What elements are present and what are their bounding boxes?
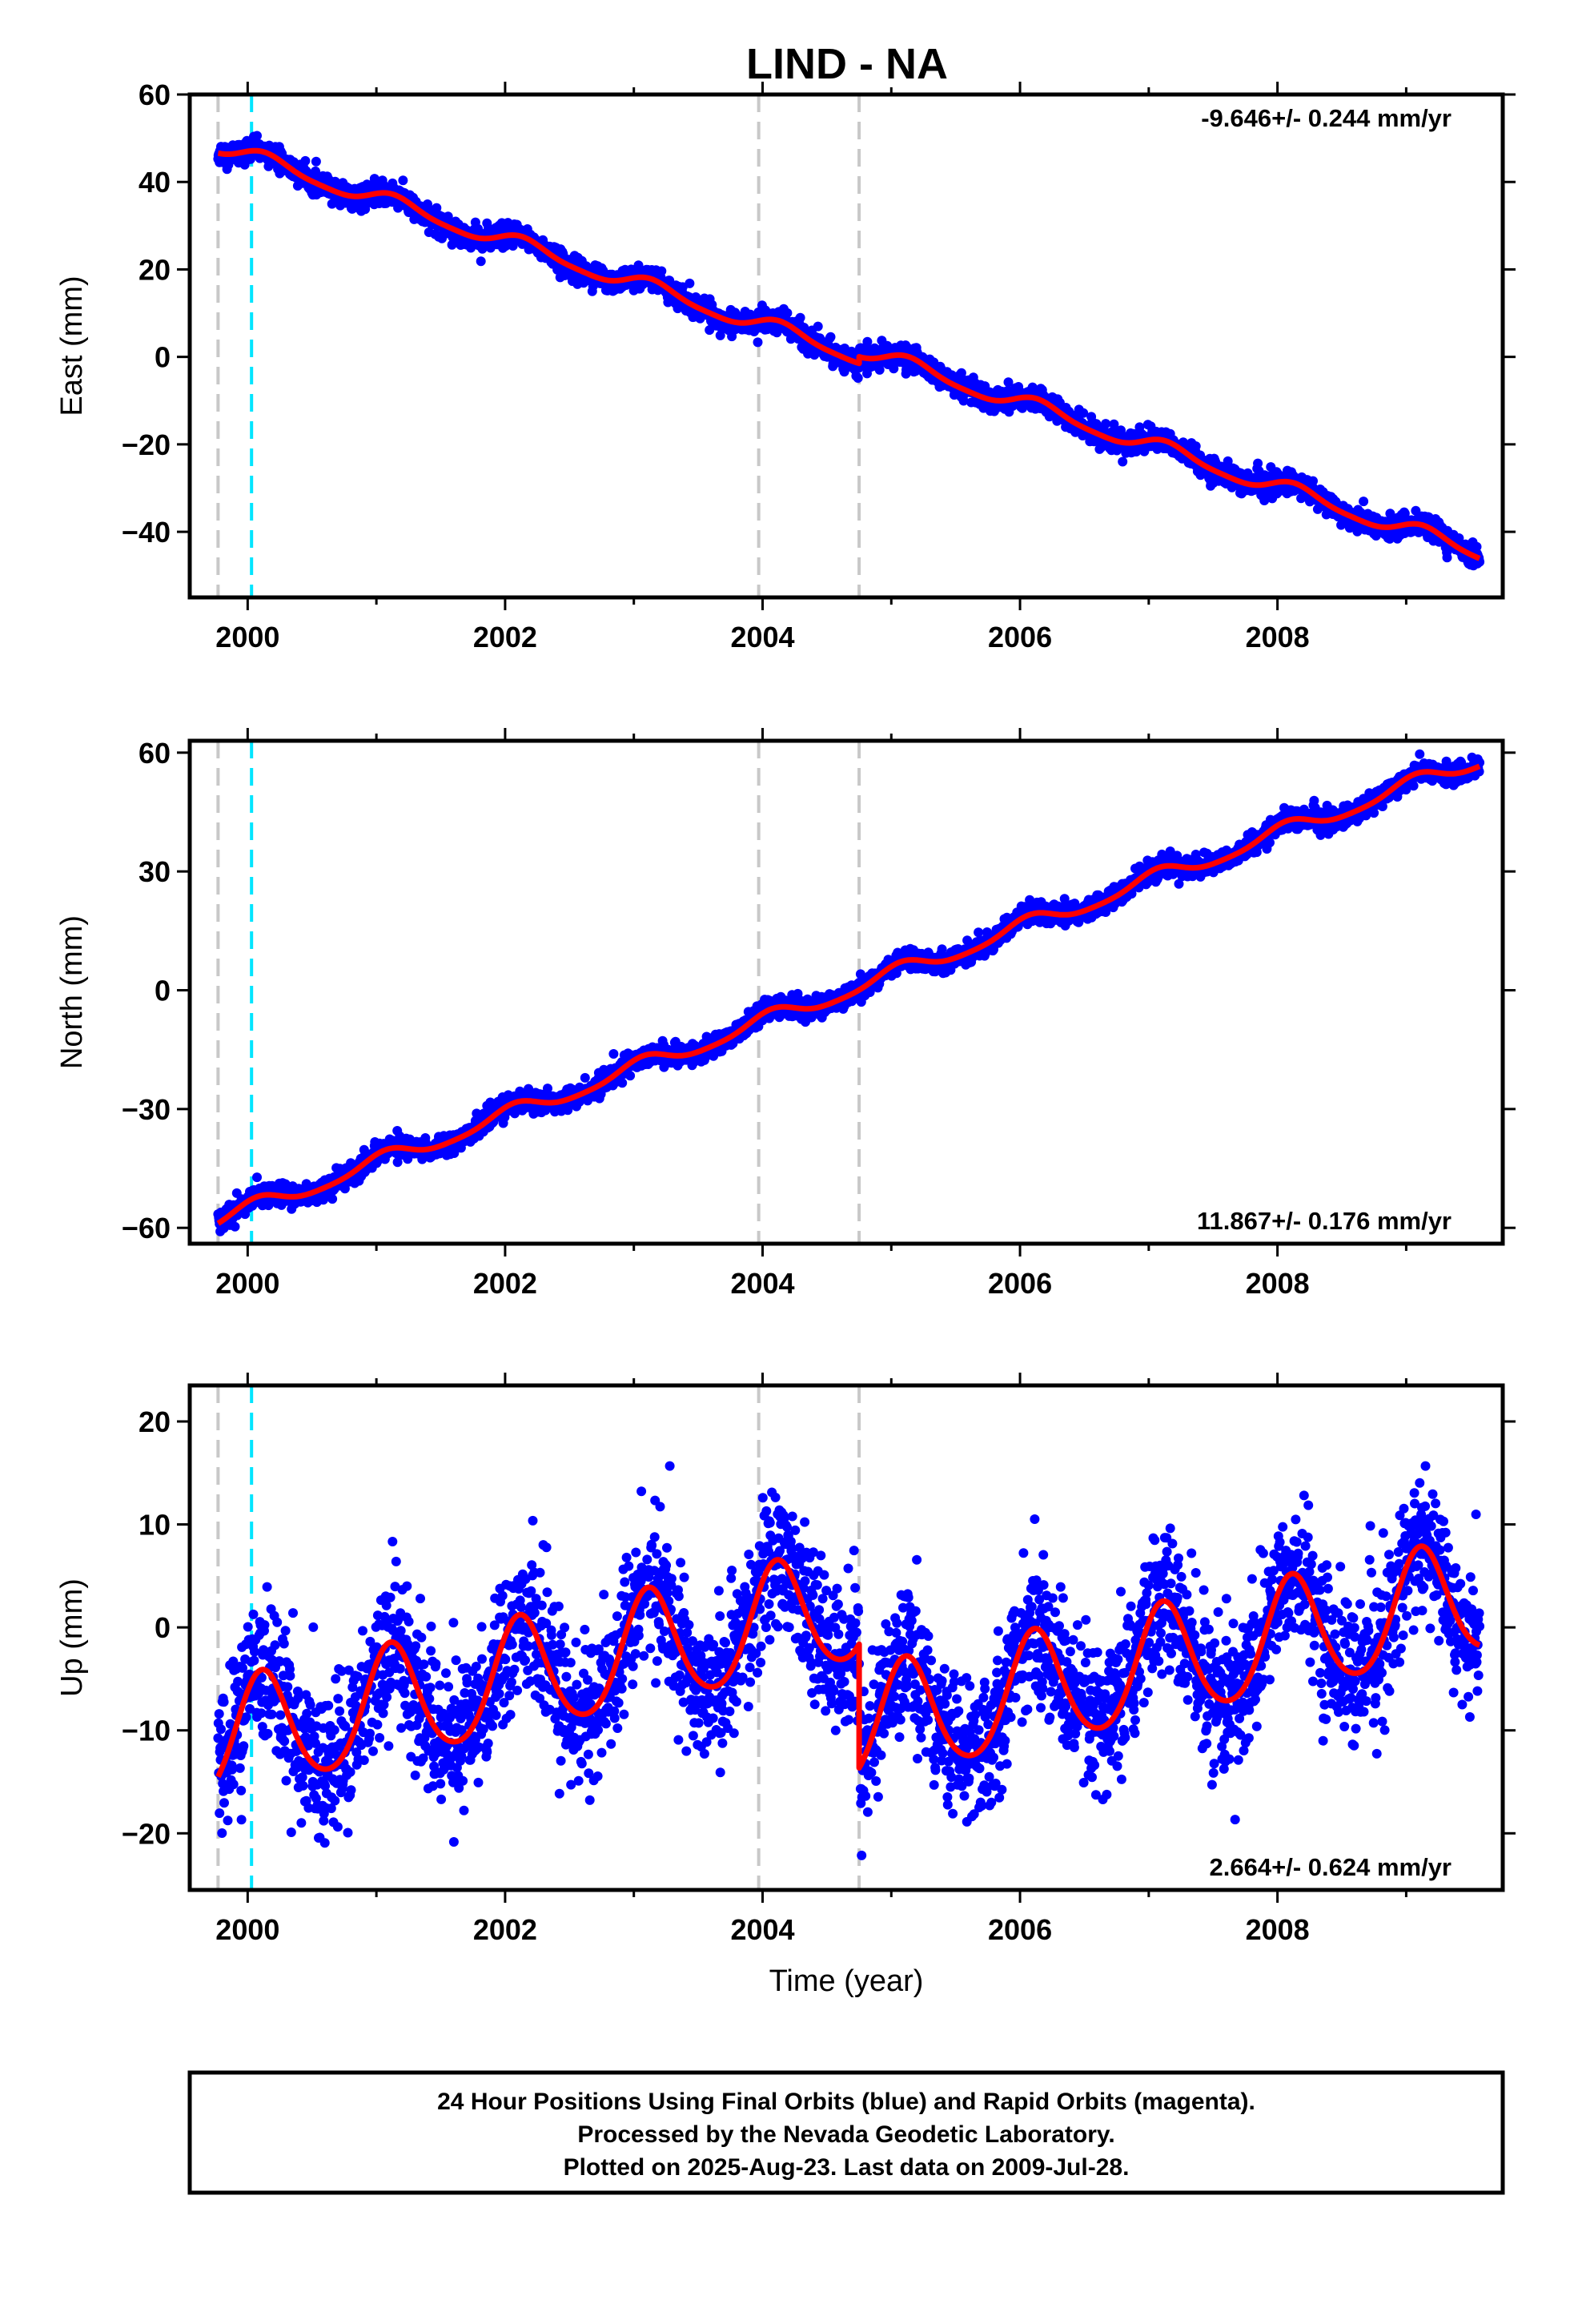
data-point [1078, 408, 1089, 418]
data-point [753, 337, 763, 348]
data-point [1359, 497, 1369, 507]
panels: 2000 2002 2004 2006 2008 −40 −20 0 20 40 60 East (m… [55, 78, 1516, 1998]
data-point [853, 373, 863, 383]
data-point [1442, 553, 1452, 563]
data-point [300, 155, 311, 166]
figure-title: LIND - NA [746, 40, 948, 88]
y-tick-label: 20 [139, 253, 171, 286]
data-point [1003, 377, 1014, 388]
data-point [782, 308, 793, 318]
y-axis-label-east: East (mm) [55, 275, 89, 416]
plot-area-east [213, 94, 1485, 597]
data-point [580, 1072, 590, 1083]
data-point [252, 131, 262, 141]
data-point [617, 1078, 628, 1088]
data-point [813, 321, 823, 332]
panel-east: 2000 2002 2004 2006 2008 −40 −20 0 20 40 60 East (m… [55, 78, 1516, 653]
data-point [1191, 441, 1201, 452]
y-tick-label: 40 [139, 166, 171, 199]
data-point [1223, 456, 1233, 466]
data-point [715, 330, 725, 340]
data-point [398, 175, 408, 186]
data-point [1308, 476, 1318, 486]
data-point [862, 336, 873, 347]
data-point [825, 332, 836, 342]
data-point [230, 1221, 240, 1232]
data-point [656, 266, 667, 276]
x-tick-label: 2006 [988, 621, 1052, 653]
data-point [1101, 419, 1111, 429]
data-point [432, 203, 442, 213]
data-point [874, 364, 885, 375]
x-tick-label: 2000 [215, 621, 279, 653]
y-tick-label: 60 [139, 78, 171, 111]
data-point [608, 1049, 619, 1059]
data-point [311, 156, 321, 167]
data-point [1118, 456, 1128, 467]
rate-label-east: -9.646+/- 0.244 mm/yr [1201, 104, 1452, 132]
y-tick-label: −20 [122, 428, 171, 461]
y-tick-label: 0 [155, 341, 171, 374]
y-tick-label: −40 [122, 516, 171, 549]
data-point [889, 364, 899, 374]
plot-area-north [213, 741, 1485, 1244]
data-point [625, 1071, 636, 1081]
data-point [327, 1194, 338, 1204]
data-point [685, 278, 695, 288]
data-point [476, 256, 486, 267]
x-tick-label: 2008 [1246, 621, 1310, 653]
data-point [443, 211, 453, 222]
data-point [252, 1172, 262, 1183]
x-tick-label: 2004 [730, 621, 794, 653]
data-point [795, 312, 805, 323]
data-point [1109, 419, 1119, 429]
x-tick-label: 2002 [473, 621, 537, 653]
